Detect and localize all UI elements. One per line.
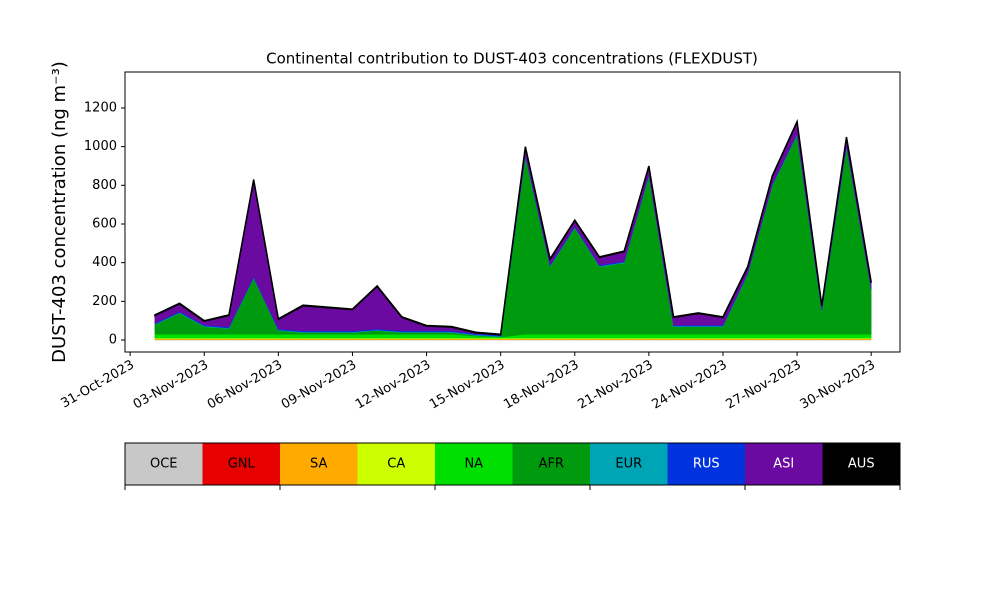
y-tick-label: 800 [92, 178, 117, 193]
x-tick-label: 21-Nov-2023 [575, 358, 655, 413]
legend-label: ASI [773, 457, 794, 472]
legend-label: AFR [539, 457, 564, 472]
x-tick-label: 09-Nov-2023 [279, 358, 359, 413]
x-tick-label: 15-Nov-2023 [427, 358, 507, 413]
y-tick-label: 600 [92, 216, 117, 231]
y-tick-label: 1000 [84, 139, 117, 154]
legend-label: RUS [693, 457, 720, 472]
legend-label: GNL [228, 457, 256, 472]
legend-swatch [125, 443, 203, 485]
legend-label: NA [464, 457, 483, 472]
legend-swatch [512, 443, 590, 485]
x-tick-label: 03-Nov-2023 [131, 358, 211, 413]
legend-swatch [745, 443, 823, 485]
x-tick-label: 06-Nov-2023 [205, 358, 285, 413]
legend-label: AUS [848, 457, 875, 472]
x-tick-label: 31-Oct-2023 [59, 358, 137, 412]
legend-swatch [590, 443, 668, 485]
legend-swatch [822, 443, 900, 485]
legend-frame [124, 442, 901, 486]
legend-label: EUR [615, 457, 642, 472]
x-tick-label: 27-Nov-2023 [724, 358, 804, 413]
legend-swatch [435, 443, 513, 485]
legend-label: CA [387, 457, 405, 472]
y-axis-label: DUST-403 concentration (ng m⁻³) [49, 61, 70, 363]
y-tick-label: 1200 [84, 100, 117, 115]
y-tick-label: 200 [92, 294, 117, 309]
legend-label: SA [310, 457, 327, 472]
legend-swatch [357, 443, 435, 485]
legend-label: OCE [150, 457, 178, 472]
legend-swatch [202, 443, 280, 485]
legend-swatch [280, 443, 358, 485]
legend-ticks [124, 485, 901, 490]
y-tick-label: 0 [109, 333, 117, 348]
x-tick-label: 18-Nov-2023 [501, 358, 581, 413]
plot-frame [124, 71, 901, 353]
x-tick-label: 24-Nov-2023 [649, 358, 729, 413]
y-tick-label: 400 [92, 255, 117, 270]
chart-title: Continental contribution to DUST-403 con… [266, 50, 758, 68]
area [154, 118, 872, 336]
x-tick-label: 12-Nov-2023 [353, 358, 433, 413]
legend-swatch [667, 443, 745, 485]
x-tick-label: 30-Nov-2023 [798, 358, 878, 413]
